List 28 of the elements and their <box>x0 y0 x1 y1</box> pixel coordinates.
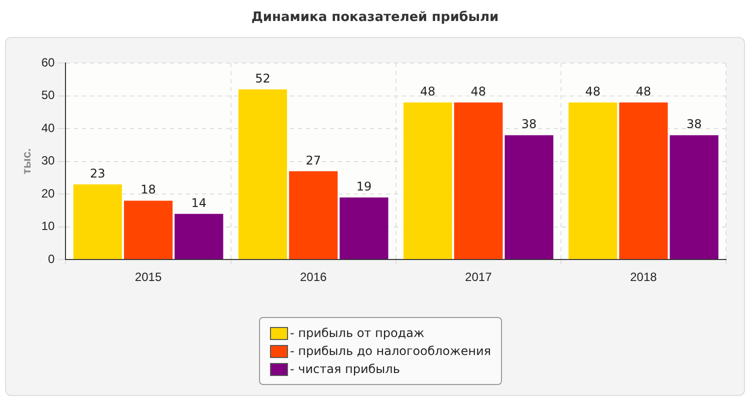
x-tick-label: 2016 <box>300 270 328 284</box>
data-label: 18 <box>140 182 156 197</box>
y-tick-label: 30 <box>41 154 56 168</box>
data-label: 38 <box>686 117 702 132</box>
legend-label: - прибыль от продаж <box>290 326 424 340</box>
data-label: 48 <box>636 84 652 98</box>
data-label: 23 <box>90 166 106 180</box>
data-label: 48 <box>420 84 436 98</box>
data-label: 48 <box>470 84 486 98</box>
x-tick-label: 2018 <box>630 270 658 284</box>
data-label: 52 <box>255 71 270 86</box>
chart-title: Динамика показателей прибыли <box>250 10 500 25</box>
y-tick-label: 40 <box>41 120 56 135</box>
legend-label: - чистая прибыль <box>290 362 400 376</box>
y-tick-label: 0 <box>48 252 56 266</box>
y-axis-title: тыс. <box>20 148 34 174</box>
y-tick-label: 60 <box>41 55 56 70</box>
data-label: 19 <box>356 179 372 194</box>
x-tick-label: 2017 <box>465 270 492 284</box>
y-tick-label: 20 <box>41 186 56 200</box>
y-tick-label: 50 <box>41 88 56 102</box>
data-label: 38 <box>521 117 537 132</box>
data-label: 27 <box>306 153 321 168</box>
data-label: 14 <box>191 196 207 210</box>
legend-label: - прибыль до налогообложения <box>290 344 491 358</box>
x-tick-label: 2015 <box>134 270 162 284</box>
data-label: 48 <box>585 84 600 98</box>
y-tick-label: 10 <box>41 219 56 234</box>
